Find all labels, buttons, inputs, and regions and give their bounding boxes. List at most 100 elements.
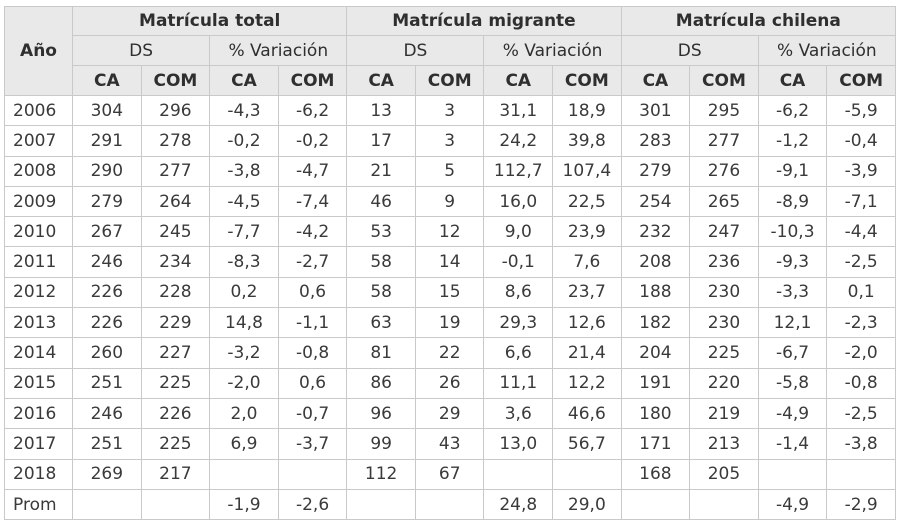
row-year-cell: 2016	[3, 397, 74, 430]
row-year-cell: 2009	[3, 185, 74, 218]
table-cell: -2,7	[277, 246, 348, 278]
row-year-cell: 2010	[3, 216, 74, 248]
table-cell	[483, 458, 554, 490]
table-cell: 0,1	[826, 276, 896, 309]
table-cell: 191	[620, 367, 691, 399]
table-cell: 8,6	[483, 276, 554, 309]
table-cell: 217	[140, 458, 211, 490]
table-cell: 220	[689, 367, 759, 399]
table-cell: 46	[346, 185, 416, 218]
table-cell: -9,3	[757, 246, 828, 278]
table-cell: -6,2	[757, 94, 828, 127]
table-cell: 247	[689, 216, 759, 248]
table-cell: 26	[414, 367, 485, 399]
table-cell: -5,9	[826, 94, 896, 127]
table-cell	[414, 488, 485, 521]
table-cell: 188	[620, 276, 691, 309]
table-cell: 251	[72, 428, 142, 460]
table-cell: -2,5	[826, 246, 896, 278]
table-cell: 3,6	[483, 397, 554, 430]
table-cell: 81	[346, 337, 416, 369]
table-cell: 225	[140, 367, 211, 399]
table-cell: 226	[140, 397, 211, 430]
table-cell: 29,0	[552, 488, 622, 521]
table-cell: 254	[620, 185, 691, 218]
table-cell: -9,1	[757, 155, 828, 187]
table-cell: 2,0	[209, 397, 279, 430]
group-header-chilena: Matrícula chilena	[620, 6, 897, 36]
row-year-cell: 2011	[3, 246, 74, 278]
table-cell: -5,8	[757, 367, 828, 399]
col-header-com: COM	[826, 65, 896, 96]
table-cell: -1,2	[757, 125, 828, 157]
table-row: 2006 304 296 -4,3 -6,2 13 3 31,1 18,9 301 295 -6,2-…	[3, 94, 896, 127]
table-cell: -2,9	[826, 488, 896, 521]
table-cell: 31,1	[483, 94, 554, 127]
table-cell: 22,5	[552, 185, 622, 218]
table-row: 2018 269 217 112 67 168 205	[3, 458, 896, 490]
table-cell: -0,8	[277, 337, 348, 369]
table-cell: 279	[72, 185, 142, 218]
table-cell	[826, 458, 896, 490]
group-header-total: Matrícula total	[72, 6, 348, 36]
table-row: 2009 279 264 -4,5 -7,4 46 9 16,0 22,5 254 265 -8,9-…	[3, 185, 896, 218]
row-year-cell: 2006	[3, 94, 74, 127]
table-row: 2015 251 225 -2,0 0,6 86 26 11,1 12,2 191 220 -5,8-…	[3, 367, 896, 399]
table-cell: -2,3	[826, 307, 896, 339]
table-row: 2011 246 234 -8,3 -2,7 58 14 -0,1 7,6 208 236 -9,3-…	[3, 246, 896, 278]
table-row: 2017 251 225 6,9 -3,7 99 43 13,0 56,7 171 213 -1,4-…	[3, 428, 896, 460]
table-cell	[757, 458, 828, 490]
table-row: 2007 291 278 -0,2 -0,2 17 3 24,2 39,8 283 277 -1,2-…	[3, 125, 896, 157]
table-row: 2008 290 277 -3,8 -4,7 21 5 112,7 107,4 279 276 -9,…	[3, 155, 896, 187]
table-cell: 251	[72, 367, 142, 399]
row-year-cell: Prom	[3, 488, 74, 521]
table-cell: -0,2	[277, 125, 348, 157]
table-cell: 304	[72, 94, 142, 127]
table-row: 2012 226 228 0,2 0,6 58 15 8,6 23,7 188 230 -3,3 0,1	[3, 276, 896, 309]
table-cell: 226	[72, 307, 142, 339]
col-header-com: COM	[414, 65, 485, 96]
table-cell: 53	[346, 216, 416, 248]
table-cell: 86	[346, 367, 416, 399]
table-cell: 246	[72, 397, 142, 430]
table-cell: 12	[414, 216, 485, 248]
table-cell: 296	[140, 94, 211, 127]
table-cell: 225	[689, 337, 759, 369]
table-cell: 56,7	[552, 428, 622, 460]
table-cell: -3,7	[277, 428, 348, 460]
table-cell: 291	[72, 125, 142, 157]
table-cell: 13	[346, 94, 416, 127]
table-cell: 246	[72, 246, 142, 278]
table-cell: 0,6	[277, 276, 348, 309]
table-row: 2010 267 245 -7,7 -4,2 53 12 9,0 23,9 232 247 -10,3…	[3, 216, 896, 248]
table-cell: -6,2	[277, 94, 348, 127]
table-cell: 23,9	[552, 216, 622, 248]
table-cell: 230	[689, 307, 759, 339]
table-cell: 182	[620, 307, 691, 339]
table-cell: -0,8	[826, 367, 896, 399]
table-cell: 67	[414, 458, 485, 490]
table-cell: 96	[346, 397, 416, 430]
table-cell: 112,7	[483, 155, 554, 187]
table-cell: 9	[414, 185, 485, 218]
table-cell: 107,4	[552, 155, 622, 187]
col-header-com: COM	[277, 65, 348, 96]
table-cell: 232	[620, 216, 691, 248]
table-cell: 63	[346, 307, 416, 339]
row-year-cell: 2007	[3, 125, 74, 157]
table-cell: -1,9	[209, 488, 279, 521]
table-body: 2006 304 296 -4,3 -6,2 13 3 31,1 18,9 301 295 -6,2-…	[3, 94, 896, 521]
row-year-cell: 2017	[3, 428, 74, 460]
table-cell: 43	[414, 428, 485, 460]
table-cell	[552, 458, 622, 490]
table-cell: -4,4	[826, 216, 896, 248]
table-cell: 0,2	[209, 276, 279, 309]
col-header-com: COM	[552, 65, 622, 96]
table-cell: 180	[620, 397, 691, 430]
table-cell: 58	[346, 276, 416, 309]
row-year-cell: 2014	[3, 337, 74, 369]
table-cell: 24,8	[483, 488, 554, 521]
table-cell: 225	[140, 428, 211, 460]
col-header-ca: CA	[757, 65, 828, 96]
table-cell: 219	[689, 397, 759, 430]
